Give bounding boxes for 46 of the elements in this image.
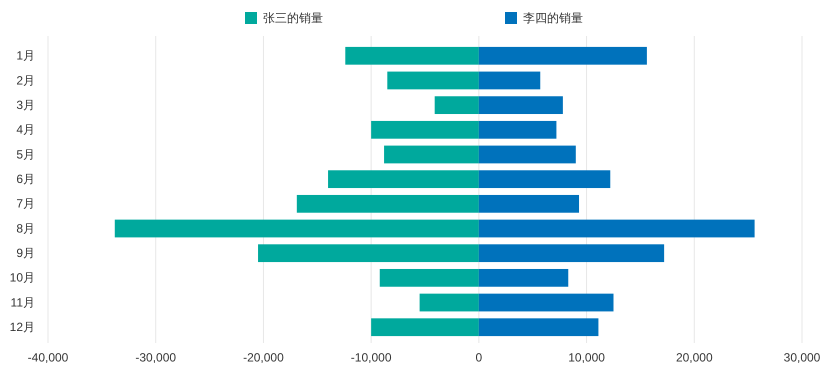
bar	[296, 194, 479, 213]
x-tick-label: -10,000	[350, 350, 392, 365]
bar	[328, 170, 479, 188]
bar	[478, 72, 540, 90]
y-tick-label: 11月	[10, 295, 35, 310]
x-tick-label: 20,000	[676, 350, 713, 365]
y-tick-label: 2月	[16, 73, 35, 88]
bar	[478, 220, 755, 238]
y-tick-label: 4月	[16, 122, 35, 137]
y-tick-label: 5月	[16, 147, 35, 162]
bar	[371, 318, 479, 336]
x-tick-label: 0	[476, 350, 483, 365]
bar	[114, 220, 479, 238]
x-tick-label: -40,000	[28, 350, 69, 365]
x-tick-label: 30,000	[784, 350, 821, 365]
bar	[345, 46, 479, 65]
legend-label: 李四的销量	[523, 11, 583, 25]
y-tick-label: 10月	[10, 270, 35, 285]
bar	[478, 170, 610, 188]
bar	[478, 318, 598, 336]
bar	[380, 268, 479, 287]
bar	[478, 46, 647, 65]
x-tick-label: 10,000	[568, 350, 606, 365]
y-tick-label: 8月	[16, 221, 35, 236]
bar	[478, 244, 664, 262]
bar	[478, 268, 568, 287]
y-tick-label: 3月	[16, 98, 35, 112]
x-tick-label: -30,000	[135, 350, 176, 365]
x-tick-label: -20,000	[243, 350, 284, 365]
bar	[371, 120, 479, 139]
bar	[478, 194, 580, 213]
bar	[434, 96, 479, 114]
bar	[387, 72, 479, 90]
bar	[420, 294, 479, 312]
bar	[478, 96, 563, 114]
bar	[478, 294, 614, 312]
legend-label: 张三的销量	[263, 11, 323, 25]
y-tick-label: 1月	[16, 48, 35, 63]
bar	[478, 146, 576, 164]
bar	[478, 120, 556, 139]
y-tick-label: 7月	[16, 196, 35, 211]
y-tick-label: 6月	[16, 172, 35, 186]
y-tick-label: 12月	[10, 320, 35, 334]
y-tick-label: 9月	[16, 246, 35, 260]
bar	[384, 146, 479, 164]
bar	[258, 244, 479, 262]
